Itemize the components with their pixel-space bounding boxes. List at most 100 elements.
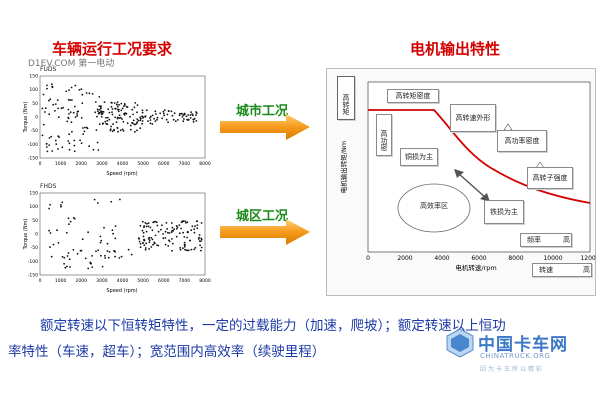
scatter-point <box>191 225 194 228</box>
scatter-point <box>115 107 117 110</box>
scatter-point <box>99 235 102 238</box>
scatter-point <box>66 255 69 257</box>
scatter-point <box>48 144 51 146</box>
scatter-point <box>182 231 185 234</box>
description-line-1: 额定转速以下恒转矩特性，一定的过载能力（加速，爬坡）；额定转速以上恒功 <box>40 318 506 334</box>
scatter-point <box>200 222 203 224</box>
scatter-point <box>99 241 102 244</box>
scatter-point <box>200 249 202 252</box>
scatter-point <box>149 226 152 229</box>
scatter-point <box>96 202 99 204</box>
scatter-point <box>115 121 118 123</box>
scatter-point <box>108 111 111 114</box>
plot-bottom-points <box>48 198 203 270</box>
scatter-point <box>175 227 178 230</box>
scatter-point <box>122 130 125 132</box>
scatter-point <box>133 106 136 109</box>
scatter-point <box>100 113 103 116</box>
scatter-point <box>165 118 168 121</box>
scatter-point <box>49 246 51 248</box>
scatter-point <box>98 123 101 126</box>
scatter-point <box>173 112 176 115</box>
scatter-point <box>119 116 122 119</box>
scatter-point <box>136 111 138 114</box>
scatter-point <box>57 107 59 110</box>
scatter-point <box>167 245 170 247</box>
scatter-point <box>150 246 153 248</box>
scatter-point <box>136 104 139 106</box>
high-torque-label: 高转矩 <box>342 93 350 115</box>
frequency-box: 频率 高 <box>520 233 572 247</box>
scatter-point <box>76 115 79 117</box>
scatter-point <box>106 119 109 122</box>
speed-high-label: 高 <box>583 266 590 274</box>
scatter-point <box>42 93 45 96</box>
scatter-point <box>147 222 150 224</box>
motor-x-tick-label: 8000 <box>508 255 523 262</box>
scatter-point <box>111 130 114 133</box>
scatter-point <box>44 107 47 110</box>
scatter-point <box>195 120 198 122</box>
scatter-point <box>135 122 138 125</box>
scatter-point <box>200 237 203 240</box>
scatter-point <box>84 257 87 260</box>
scatter-point <box>72 111 75 114</box>
scatter-point <box>139 116 142 119</box>
scatter-point <box>68 133 70 136</box>
scatter-point <box>200 238 203 241</box>
scatter-point <box>171 238 173 240</box>
scatter-point <box>51 150 54 152</box>
scatter-point <box>147 120 149 122</box>
scatter-point <box>196 224 199 226</box>
motor-x-tick-label: 12000 <box>580 255 596 262</box>
scatter-point <box>66 120 69 123</box>
scatter-point <box>194 246 197 249</box>
x-tick-label: 7000 <box>179 278 191 284</box>
scatter-point <box>197 238 200 240</box>
scatter-point <box>149 122 152 125</box>
scatter-point <box>48 229 50 232</box>
scatter-point <box>54 109 56 112</box>
scatter-point <box>96 141 99 144</box>
scatter-point <box>130 253 133 256</box>
china-truck-logo-icon <box>446 328 474 358</box>
scatter-point <box>165 222 168 224</box>
scatter-point <box>199 240 202 243</box>
motor-ylabel: 电机输出转矩/Nm <box>339 141 348 193</box>
scatter-point <box>110 200 113 203</box>
scatter-point <box>81 93 84 96</box>
scatter-point <box>56 229 58 232</box>
arrowhead-icon <box>480 193 490 202</box>
scatter-point <box>195 112 198 114</box>
scatter-point <box>48 99 50 102</box>
motor-x-tick-label: 2000 <box>397 255 412 262</box>
scatter-point <box>182 247 184 250</box>
scatter-point <box>42 123 45 126</box>
plot-top-y-ticks: 150 100 50 0 -50 -100 -150 <box>28 74 38 162</box>
scatter-point <box>80 88 83 91</box>
scatter-point <box>178 224 181 226</box>
scatter-point <box>123 114 126 116</box>
scatter-point <box>72 248 75 251</box>
scatter-point <box>60 107 63 110</box>
scatter-point <box>67 217 70 220</box>
scatter-point <box>114 116 116 119</box>
scatter-point <box>69 111 72 114</box>
scatter-point <box>73 139 76 142</box>
scatter-point <box>97 149 100 151</box>
scatter-point <box>181 112 183 115</box>
scatter-point <box>116 105 119 108</box>
scatter-point <box>137 237 140 240</box>
x-tick-label: 8000 <box>199 161 211 167</box>
y-tick-label: -100 <box>28 259 38 265</box>
scatter-point <box>69 220 72 223</box>
scatter-point <box>101 265 104 268</box>
scatter-point <box>190 111 193 113</box>
scatter-point <box>183 118 185 120</box>
plot-top-xlabel: Speed (rpm) <box>106 171 137 177</box>
scatter-point <box>177 119 179 121</box>
scatter-point <box>139 127 142 130</box>
scatter-point <box>61 146 64 149</box>
scatter-point <box>151 123 154 125</box>
scatter-point <box>148 239 151 242</box>
